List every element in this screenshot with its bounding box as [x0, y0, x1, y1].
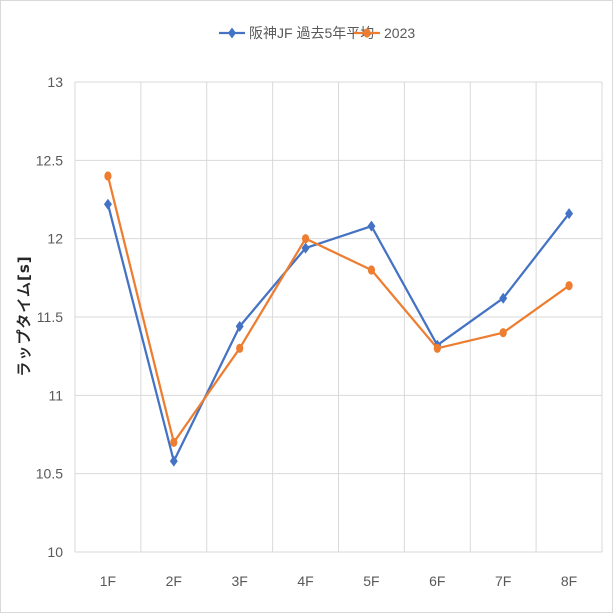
y-axis: 10 10.5 11 11.5 12 12.5 13 — [36, 74, 63, 560]
data-point-circle — [433, 343, 441, 353]
y-tick-label: 11 — [48, 387, 63, 403]
series-1 — [103, 198, 574, 467]
data-point-diamond — [301, 242, 310, 254]
x-tick-label: 3F — [232, 573, 248, 589]
data-point-diamond — [499, 292, 508, 304]
series-lines — [103, 171, 574, 467]
y-tick-label: 12.5 — [36, 152, 63, 168]
legend-marker-circle — [363, 28, 371, 38]
x-tick-label: 7F — [495, 573, 511, 589]
data-point-circle — [104, 171, 112, 181]
y-tick-label: 11.5 — [37, 309, 63, 325]
x-tick-label: 1F — [100, 573, 116, 589]
data-point-circle — [170, 437, 178, 447]
y-tick-label: 10 — [47, 544, 63, 560]
legend: 阪神JF 過去5年平均 2023 — [219, 25, 415, 41]
data-point-diamond — [103, 198, 112, 210]
data-point-diamond — [367, 220, 376, 232]
data-point-circle — [301, 234, 310, 244]
y-axis-title: ラップタイム[s] — [15, 255, 33, 376]
data-point-diamond — [169, 455, 178, 467]
legend-marker-diamond — [228, 27, 236, 39]
legend-item: 2023 — [354, 25, 415, 41]
x-axis: 1F 2F 3F 4F 5F 6F 7F 8F — [100, 573, 577, 589]
y-tick-label: 10.5 — [36, 466, 63, 482]
gridlines — [74, 81, 603, 553]
y-tick-label: 12 — [47, 231, 63, 247]
data-point-circle — [565, 281, 573, 291]
data-point-diamond — [235, 320, 244, 332]
series-2 — [104, 171, 573, 447]
legend-label: 2023 — [384, 25, 415, 41]
data-point-circle — [236, 343, 244, 353]
series-line — [106, 203, 570, 463]
legend-label: 阪神JF 過去5年平均 — [249, 25, 374, 41]
series-line — [106, 175, 570, 444]
legend-item: 阪神JF 過去5年平均 — [219, 25, 374, 41]
data-point-circle — [499, 328, 507, 338]
data-point-circle — [367, 265, 376, 275]
x-tick-label: 8F — [561, 573, 577, 589]
data-point-diamond — [565, 208, 574, 220]
x-tick-label: 6F — [429, 573, 445, 589]
y-tick-label: 13 — [47, 74, 63, 90]
x-tick-label: 5F — [363, 573, 379, 589]
x-tick-label: 4F — [297, 573, 313, 589]
x-tick-label: 2F — [166, 573, 182, 589]
